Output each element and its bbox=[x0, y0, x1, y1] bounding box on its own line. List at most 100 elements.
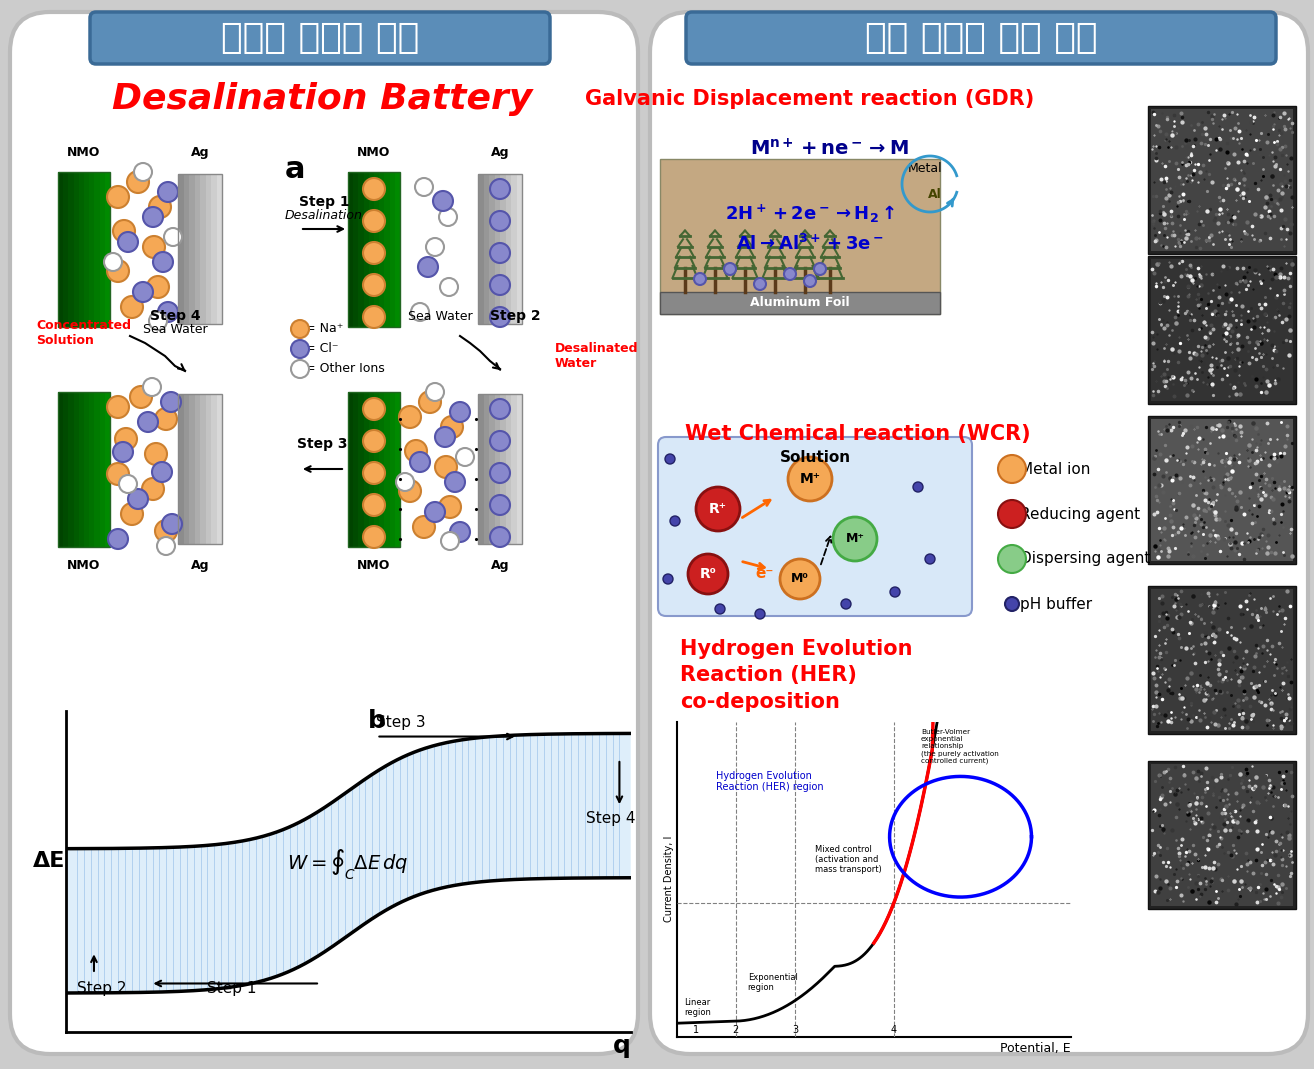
Circle shape bbox=[890, 587, 900, 597]
Circle shape bbox=[108, 529, 127, 549]
Circle shape bbox=[435, 427, 455, 447]
Text: Aluminum Foil: Aluminum Foil bbox=[750, 296, 850, 310]
Circle shape bbox=[439, 496, 461, 518]
Text: Metal ion: Metal ion bbox=[1020, 462, 1091, 477]
Text: = Cl⁻: = Cl⁻ bbox=[305, 342, 339, 356]
Circle shape bbox=[424, 502, 445, 522]
Circle shape bbox=[413, 516, 435, 538]
FancyBboxPatch shape bbox=[205, 394, 212, 544]
Text: Step 2: Step 2 bbox=[78, 981, 126, 996]
Circle shape bbox=[490, 243, 510, 263]
FancyBboxPatch shape bbox=[84, 391, 89, 546]
FancyBboxPatch shape bbox=[194, 394, 200, 544]
FancyBboxPatch shape bbox=[380, 391, 385, 546]
Circle shape bbox=[399, 406, 420, 428]
Circle shape bbox=[363, 430, 385, 452]
Circle shape bbox=[415, 179, 434, 196]
FancyBboxPatch shape bbox=[374, 391, 380, 546]
Circle shape bbox=[290, 360, 309, 378]
Text: M⁺: M⁺ bbox=[845, 532, 865, 545]
FancyBboxPatch shape bbox=[353, 171, 359, 326]
FancyBboxPatch shape bbox=[177, 394, 184, 544]
Circle shape bbox=[148, 196, 171, 218]
FancyBboxPatch shape bbox=[489, 394, 494, 544]
FancyBboxPatch shape bbox=[348, 171, 353, 326]
FancyBboxPatch shape bbox=[380, 171, 385, 326]
Circle shape bbox=[106, 260, 129, 282]
FancyBboxPatch shape bbox=[189, 174, 194, 324]
FancyBboxPatch shape bbox=[359, 171, 364, 326]
Circle shape bbox=[363, 526, 385, 548]
Text: e⁻: e⁻ bbox=[756, 567, 774, 582]
Text: $\mathbf{M^{n+} + ne^- \rightarrow M}$: $\mathbf{M^{n+} + ne^- \rightarrow M}$ bbox=[750, 138, 909, 159]
FancyBboxPatch shape bbox=[394, 391, 399, 546]
Text: 나노 수지형 금속 전극: 나노 수지형 금속 전극 bbox=[865, 21, 1097, 55]
FancyBboxPatch shape bbox=[686, 12, 1276, 64]
Circle shape bbox=[788, 458, 832, 501]
Text: Solution: Solution bbox=[779, 449, 850, 465]
Circle shape bbox=[127, 171, 148, 193]
Circle shape bbox=[689, 554, 728, 594]
FancyBboxPatch shape bbox=[74, 171, 79, 326]
Circle shape bbox=[490, 179, 510, 199]
Circle shape bbox=[754, 278, 766, 290]
X-axis label: Potential, E: Potential, E bbox=[1000, 1042, 1071, 1055]
FancyBboxPatch shape bbox=[369, 391, 374, 546]
FancyBboxPatch shape bbox=[100, 391, 105, 546]
Text: NMO: NMO bbox=[357, 559, 390, 572]
Text: $\mathbf{2H^+ + 2e^- \rightarrow H_2 \uparrow}$: $\mathbf{2H^+ + 2e^- \rightarrow H_2 \up… bbox=[725, 203, 895, 226]
Text: Step 3: Step 3 bbox=[297, 437, 347, 451]
Circle shape bbox=[120, 475, 137, 493]
FancyBboxPatch shape bbox=[374, 171, 380, 326]
FancyBboxPatch shape bbox=[478, 394, 484, 544]
Circle shape bbox=[999, 545, 1026, 573]
Circle shape bbox=[106, 186, 129, 208]
FancyBboxPatch shape bbox=[58, 171, 63, 326]
Circle shape bbox=[138, 412, 158, 432]
Circle shape bbox=[164, 228, 183, 246]
Circle shape bbox=[155, 520, 177, 542]
Text: Hydrogen Evolution
Reaction (HER) region: Hydrogen Evolution Reaction (HER) region bbox=[716, 771, 824, 792]
FancyBboxPatch shape bbox=[63, 171, 68, 326]
Text: 1: 1 bbox=[694, 1025, 699, 1035]
Text: Step 1: Step 1 bbox=[206, 981, 256, 996]
Text: Reducing agent: Reducing agent bbox=[1020, 507, 1141, 522]
Circle shape bbox=[418, 257, 438, 277]
FancyBboxPatch shape bbox=[494, 394, 501, 544]
Circle shape bbox=[363, 462, 385, 484]
Circle shape bbox=[434, 191, 453, 211]
Text: Ag: Ag bbox=[490, 146, 510, 159]
FancyBboxPatch shape bbox=[364, 391, 369, 546]
Circle shape bbox=[113, 441, 133, 462]
FancyBboxPatch shape bbox=[506, 174, 511, 324]
FancyBboxPatch shape bbox=[105, 391, 110, 546]
FancyBboxPatch shape bbox=[484, 394, 489, 544]
FancyBboxPatch shape bbox=[658, 437, 972, 616]
Text: R⁰: R⁰ bbox=[699, 567, 716, 580]
Text: Ag: Ag bbox=[191, 559, 209, 572]
FancyBboxPatch shape bbox=[364, 171, 369, 326]
FancyBboxPatch shape bbox=[506, 394, 511, 544]
FancyBboxPatch shape bbox=[68, 171, 74, 326]
FancyBboxPatch shape bbox=[79, 171, 84, 326]
FancyBboxPatch shape bbox=[184, 174, 189, 324]
Circle shape bbox=[290, 320, 309, 338]
Circle shape bbox=[145, 443, 167, 465]
Circle shape bbox=[756, 609, 765, 619]
Circle shape bbox=[449, 402, 470, 422]
FancyBboxPatch shape bbox=[84, 171, 89, 326]
FancyBboxPatch shape bbox=[212, 394, 217, 544]
FancyBboxPatch shape bbox=[511, 174, 516, 324]
Circle shape bbox=[363, 398, 385, 420]
Circle shape bbox=[106, 463, 129, 485]
Y-axis label: Current Density, I: Current Density, I bbox=[664, 836, 674, 923]
Circle shape bbox=[363, 274, 385, 296]
Circle shape bbox=[147, 276, 170, 298]
Circle shape bbox=[155, 408, 177, 430]
Circle shape bbox=[490, 211, 510, 231]
FancyBboxPatch shape bbox=[501, 174, 506, 324]
Circle shape bbox=[121, 296, 143, 317]
Circle shape bbox=[143, 378, 162, 396]
Text: 2: 2 bbox=[733, 1025, 738, 1035]
Bar bbox=[1148, 106, 1296, 254]
